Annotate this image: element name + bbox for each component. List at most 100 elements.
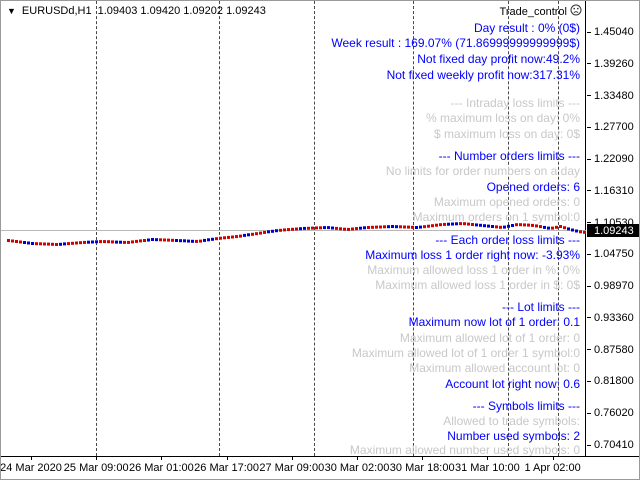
price-dot-red [43,242,46,246]
day-separator-line [219,1,220,456]
tick-mark [96,457,98,460]
price-dot-red [403,225,406,229]
price-dot-blue [323,226,326,230]
price-dot-blue [59,242,62,246]
price-axis-tick: 0.93360 [587,312,639,324]
price-dot-blue [487,224,490,228]
price-axis-label: 1.22090 [594,153,634,166]
price-dot-blue [187,239,190,243]
info-line: --- Symbols limits --- [472,399,580,413]
price-axis-tick: 1.22090 [587,153,639,166]
price-axis-label: 1.45040 [594,26,634,38]
price-dot-blue [543,225,546,229]
tick-mark [587,412,591,414]
time-axis[interactable]: 24 Mar 2020 25 Mar 09:00 26 Mar 01:00 26 Ma… [1,456,639,479]
price-dot-red [527,223,530,227]
day-separator-line [558,1,559,456]
price-dot-red [7,239,10,242]
tick-mark [552,457,554,460]
price-dot-red [231,235,234,239]
price-dot-blue [203,238,206,242]
info-line: $ maximum loss on day: 0$ [433,127,580,141]
price-dot-red [111,240,114,244]
tick-mark [587,253,591,255]
price-dot-red [135,239,138,243]
symbol-period-label: EURUSDd,H1 [21,5,92,17]
price-dot-red [435,223,438,227]
info-line: Maximum orders on 1 symbol:0 [412,210,580,224]
price-dot-blue [119,240,122,244]
info-line: --- Number orders limits --- [438,149,580,163]
price-dot-red [255,232,258,236]
price-dot-red [375,225,378,229]
info-line: Number used symbols: 2 [447,429,580,443]
price-axis-label: 0.81800 [594,375,634,388]
price-dot-red [563,226,566,230]
price-dot-red [583,230,586,234]
price-axis-label: 1.04750 [594,248,634,261]
price-axis-label: 0.70410 [594,439,634,451]
day-separator-line [96,1,97,456]
info-line: Opened orders: 6 [486,180,580,194]
info-line: --- Intraday loss limits --- [450,96,580,110]
price-dot-red [495,225,498,229]
price-dot-red [99,240,102,244]
info-line: --- Lot limits --- [502,300,580,314]
info-line: Maximum allowed number used symbols: 0 [349,443,580,457]
tick-mark [587,380,591,382]
chart-plot-area[interactable]: ▼ EURUSDd,H1 1.09403 1.09420 1.09202 1.0… [1,1,586,457]
price-dot-red [11,239,14,243]
price-axis[interactable]: 1.45040 1.39260 1.33480 1.27700 1.22090 1.163… [587,1,639,456]
price-dot-red [35,242,38,246]
price-dot-blue [155,238,158,242]
price-dot-red [171,238,174,242]
info-line: Not fixed weekly profit now:317.31% [386,68,580,82]
price-dot-red [51,242,54,246]
current-price-badge: 1.09243 [587,224,639,237]
info-line: Maximum now lot of 1 order: 0.1 [408,315,580,329]
info-line: % maximum loss on day: 0% [425,111,580,125]
price-dot-blue [491,225,494,228]
info-line: Maximum loss 1 order right now: -3.93% [365,248,580,262]
price-dot-blue [211,237,214,241]
indicator-label-row: Trade_control [500,4,582,19]
price-axis-tick: 1.16310 [587,185,639,197]
info-line: Week result : 169.07% (71.86999999999999… [331,36,580,50]
info-line: No limits for order numbers on a day [385,164,580,178]
price-dot-blue [87,240,90,244]
price-dot-blue [483,224,486,228]
price-axis-label: 0.98970 [594,280,634,293]
price-dot-red [371,225,374,229]
price-axis-tick: 0.81800 [587,375,639,388]
current-price-line [1,230,586,231]
price-dot-blue [31,242,34,245]
info-line: Allowed to trade symbols: [443,414,580,428]
indicator-name-label: Trade_control [499,5,567,18]
price-dot-blue [395,225,398,229]
price-dot-blue [179,239,182,243]
price-axis-label: 1.33480 [594,89,634,102]
info-line: Maximum allowed loss 1 order in %: 0% [367,263,580,277]
price-dot-red [139,239,142,243]
info-line: Day result : 0% (0$) [473,21,580,35]
price-dot-blue [91,240,94,244]
chart-title: ▼ EURUSDd,H1 1.09403 1.09420 1.09202 1.0… [7,5,266,17]
tick-mark [587,444,591,446]
tick-mark [587,317,591,319]
price-dot-red [559,225,562,228]
price-dot-red [123,240,126,244]
price-dot-blue [151,238,154,241]
info-line: --- Each order loss limits --- [435,233,580,247]
price-axis-tick: 1.45040 [587,26,639,38]
tick-mark [587,63,591,65]
price-dot-blue [503,225,506,229]
price-dot-red [315,226,318,230]
price-dot-red [107,240,110,244]
tick-mark [587,190,591,192]
price-dot-red [535,224,538,228]
price-dot-blue [115,240,118,244]
price-dot-red [367,226,370,229]
price-dot-blue [363,226,366,230]
price-dot-red [71,241,74,245]
price-dot-red [195,239,198,243]
